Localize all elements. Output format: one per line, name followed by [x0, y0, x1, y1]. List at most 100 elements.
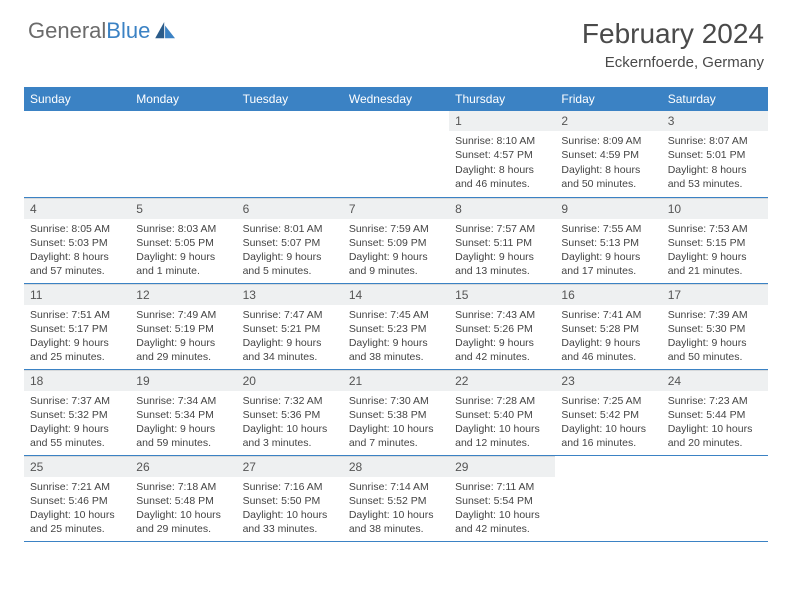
day-number: 18: [24, 370, 130, 391]
calendar-row: 25Sunrise: 7:21 AMSunset: 5:46 PMDayligh…: [24, 455, 768, 541]
daylight-line: Daylight: 10 hours and 42 minutes.: [455, 508, 549, 536]
day-number: 17: [662, 284, 768, 305]
daylight-line: Daylight: 10 hours and 12 minutes.: [455, 422, 549, 450]
sunset-line: Sunset: 5:34 PM: [136, 408, 230, 422]
sunset-line: Sunset: 5:11 PM: [455, 236, 549, 250]
daylight-line: Daylight: 10 hours and 7 minutes.: [349, 422, 443, 450]
sunrise-line: Sunrise: 7:14 AM: [349, 480, 443, 494]
calendar-cell: 18Sunrise: 7:37 AMSunset: 5:32 PMDayligh…: [24, 369, 130, 455]
day-body: Sunrise: 7:14 AMSunset: 5:52 PMDaylight:…: [343, 477, 449, 541]
calendar-table: SundayMondayTuesdayWednesdayThursdayFrid…: [24, 87, 768, 542]
sunrise-line: Sunrise: 7:53 AM: [668, 222, 762, 236]
sunset-line: Sunset: 5:03 PM: [30, 236, 124, 250]
calendar-cell: [555, 455, 661, 541]
sunrise-line: Sunrise: 8:09 AM: [561, 134, 655, 148]
sunrise-line: Sunrise: 8:01 AM: [243, 222, 337, 236]
calendar-cell: [662, 455, 768, 541]
calendar-cell: 1Sunrise: 8:10 AMSunset: 4:57 PMDaylight…: [449, 111, 555, 197]
day-body: Sunrise: 7:25 AMSunset: 5:42 PMDaylight:…: [555, 391, 661, 455]
sunrise-line: Sunrise: 7:41 AM: [561, 308, 655, 322]
daylight-line: Daylight: 8 hours and 53 minutes.: [668, 163, 762, 191]
daylight-line: Daylight: 10 hours and 38 minutes.: [349, 508, 443, 536]
daylight-line: Daylight: 10 hours and 29 minutes.: [136, 508, 230, 536]
day-body: Sunrise: 7:21 AMSunset: 5:46 PMDaylight:…: [24, 477, 130, 541]
daylight-line: Daylight: 10 hours and 16 minutes.: [561, 422, 655, 450]
day-body: Sunrise: 7:59 AMSunset: 5:09 PMDaylight:…: [343, 219, 449, 283]
day-body: Sunrise: 7:43 AMSunset: 5:26 PMDaylight:…: [449, 305, 555, 369]
sunrise-line: Sunrise: 8:05 AM: [30, 222, 124, 236]
day-body: Sunrise: 7:45 AMSunset: 5:23 PMDaylight:…: [343, 305, 449, 369]
calendar-cell: 24Sunrise: 7:23 AMSunset: 5:44 PMDayligh…: [662, 369, 768, 455]
sunset-line: Sunset: 5:40 PM: [455, 408, 549, 422]
daylight-line: Daylight: 9 hours and 59 minutes.: [136, 422, 230, 450]
sunset-line: Sunset: 5:13 PM: [561, 236, 655, 250]
sunrise-line: Sunrise: 7:51 AM: [30, 308, 124, 322]
sunrise-line: Sunrise: 7:43 AM: [455, 308, 549, 322]
daylight-line: Daylight: 9 hours and 21 minutes.: [668, 250, 762, 278]
sunset-line: Sunset: 5:52 PM: [349, 494, 443, 508]
calendar-body: 1Sunrise: 8:10 AMSunset: 4:57 PMDaylight…: [24, 111, 768, 541]
calendar-cell: 22Sunrise: 7:28 AMSunset: 5:40 PMDayligh…: [449, 369, 555, 455]
day-body: Sunrise: 7:28 AMSunset: 5:40 PMDaylight:…: [449, 391, 555, 455]
calendar-cell: 6Sunrise: 8:01 AMSunset: 5:07 PMDaylight…: [237, 197, 343, 283]
day-body: Sunrise: 8:10 AMSunset: 4:57 PMDaylight:…: [449, 131, 555, 195]
day-number: 3: [662, 111, 768, 131]
sunrise-line: Sunrise: 8:03 AM: [136, 222, 230, 236]
sunset-line: Sunset: 5:42 PM: [561, 408, 655, 422]
calendar-row: 1Sunrise: 8:10 AMSunset: 4:57 PMDaylight…: [24, 111, 768, 197]
daylight-line: Daylight: 10 hours and 20 minutes.: [668, 422, 762, 450]
sunset-line: Sunset: 5:21 PM: [243, 322, 337, 336]
day-body: Sunrise: 7:23 AMSunset: 5:44 PMDaylight:…: [662, 391, 768, 455]
sunrise-line: Sunrise: 7:45 AM: [349, 308, 443, 322]
day-number: 23: [555, 370, 661, 391]
sunset-line: Sunset: 5:28 PM: [561, 322, 655, 336]
sunset-line: Sunset: 5:17 PM: [30, 322, 124, 336]
sunset-line: Sunset: 5:48 PM: [136, 494, 230, 508]
day-number: 4: [24, 198, 130, 219]
day-body: Sunrise: 7:18 AMSunset: 5:48 PMDaylight:…: [130, 477, 236, 541]
sunset-line: Sunset: 5:15 PM: [668, 236, 762, 250]
day-body: Sunrise: 8:03 AMSunset: 5:05 PMDaylight:…: [130, 219, 236, 283]
sunset-line: Sunset: 5:38 PM: [349, 408, 443, 422]
day-number: 22: [449, 370, 555, 391]
day-number: 27: [237, 456, 343, 477]
sunrise-line: Sunrise: 7:18 AM: [136, 480, 230, 494]
sunrise-line: Sunrise: 7:57 AM: [455, 222, 549, 236]
calendar-cell: 20Sunrise: 7:32 AMSunset: 5:36 PMDayligh…: [237, 369, 343, 455]
sunrise-line: Sunrise: 7:37 AM: [30, 394, 124, 408]
sunrise-line: Sunrise: 7:49 AM: [136, 308, 230, 322]
sunrise-line: Sunrise: 7:39 AM: [668, 308, 762, 322]
day-number: 26: [130, 456, 236, 477]
day-body: Sunrise: 7:39 AMSunset: 5:30 PMDaylight:…: [662, 305, 768, 369]
logo: GeneralBlue: [28, 18, 177, 44]
month-title: February 2024: [582, 18, 764, 50]
daylight-line: Daylight: 9 hours and 17 minutes.: [561, 250, 655, 278]
day-body: Sunrise: 7:41 AMSunset: 5:28 PMDaylight:…: [555, 305, 661, 369]
daylight-line: Daylight: 8 hours and 50 minutes.: [561, 163, 655, 191]
calendar-cell: 21Sunrise: 7:30 AMSunset: 5:38 PMDayligh…: [343, 369, 449, 455]
day-number: 29: [449, 456, 555, 477]
daylight-line: Daylight: 9 hours and 13 minutes.: [455, 250, 549, 278]
calendar-cell: 27Sunrise: 7:16 AMSunset: 5:50 PMDayligh…: [237, 455, 343, 541]
weekday-header: Thursday: [449, 87, 555, 111]
sunset-line: Sunset: 5:01 PM: [668, 148, 762, 162]
title-block: February 2024 Eckernfoerde, Germany: [582, 18, 764, 71]
sunset-line: Sunset: 5:54 PM: [455, 494, 549, 508]
day-number: 10: [662, 198, 768, 219]
daylight-line: Daylight: 10 hours and 25 minutes.: [30, 508, 124, 536]
sunset-line: Sunset: 5:32 PM: [30, 408, 124, 422]
daylight-line: Daylight: 9 hours and 42 minutes.: [455, 336, 549, 364]
calendar-cell: 25Sunrise: 7:21 AMSunset: 5:46 PMDayligh…: [24, 455, 130, 541]
day-number: 6: [237, 198, 343, 219]
day-number: 21: [343, 370, 449, 391]
day-body: Sunrise: 7:57 AMSunset: 5:11 PMDaylight:…: [449, 219, 555, 283]
sunset-line: Sunset: 5:36 PM: [243, 408, 337, 422]
calendar-row: 11Sunrise: 7:51 AMSunset: 5:17 PMDayligh…: [24, 283, 768, 369]
day-number: 13: [237, 284, 343, 305]
day-number: 12: [130, 284, 236, 305]
calendar-cell: 23Sunrise: 7:25 AMSunset: 5:42 PMDayligh…: [555, 369, 661, 455]
calendar-cell: 10 Sunrise: 7:53 AMSunset: 5:15 PMDayligh…: [662, 197, 768, 283]
sunrise-line: Sunrise: 7:59 AM: [349, 222, 443, 236]
day-body: Sunrise: 7:34 AMSunset: 5:34 PMDaylight:…: [130, 391, 236, 455]
sunrise-line: Sunrise: 7:16 AM: [243, 480, 337, 494]
